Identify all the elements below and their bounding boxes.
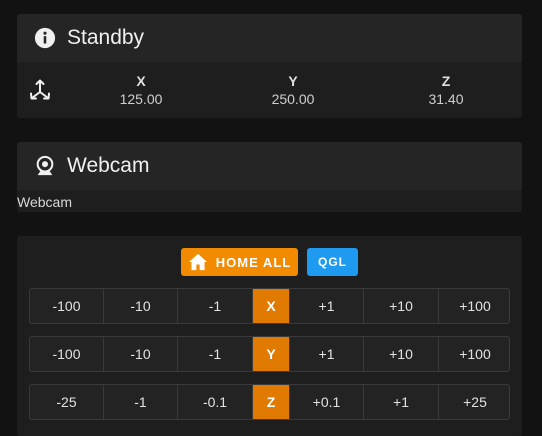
control-card: HOME ALL QGL -100 -10 -1 X +1 +10 +100 -… [17, 236, 522, 436]
z-jog-minus-25[interactable]: -25 [30, 385, 104, 419]
z-jog-row: -25 -1 -0.1 Z +0.1 +1 +25 [29, 384, 510, 420]
z-jog-minus-0-1[interactable]: -0.1 [178, 385, 253, 419]
y-axis-label: Y [253, 337, 290, 371]
x-axis-label: X [253, 289, 290, 323]
status-title: Standby [67, 26, 145, 49]
axes-icon [29, 78, 51, 102]
y-jog-minus-1[interactable]: -1 [178, 337, 253, 371]
z-jog-plus-25[interactable]: +25 [463, 394, 487, 410]
z-label: Z [441, 73, 451, 89]
x-jog-plus-10[interactable]: +10 [364, 289, 439, 323]
webcam-card: Webcam Webcam [17, 142, 522, 212]
y-label: Y [288, 73, 298, 89]
home-icon [188, 253, 207, 271]
y-jog-row: -100 -10 -1 Y +1 +10 +100 [29, 336, 510, 372]
status-header: Standby [17, 14, 522, 62]
z-jog-plus-0-1[interactable]: +0.1 [290, 385, 364, 419]
home-all-button[interactable]: HOME ALL [181, 248, 298, 276]
z-coordinate: Z 31.40 [406, 73, 486, 107]
y-jog-plus-1[interactable]: +1 [290, 337, 364, 371]
webcam-title: Webcam [67, 154, 150, 177]
status-card: Standby X 125.00 Y 250.00 Z 31.40 [17, 14, 522, 118]
z-jog-plus-1[interactable]: +1 [364, 385, 439, 419]
y-jog-plus-10[interactable]: +10 [364, 337, 439, 371]
webcam-icon [34, 155, 56, 177]
webcam-text: Webcam [17, 194, 72, 210]
y-value: 250.00 [271, 91, 315, 107]
x-jog-minus-100[interactable]: -100 [30, 289, 104, 323]
y-coordinate: Y 250.00 [253, 73, 333, 107]
z-value: 31.40 [428, 91, 464, 107]
x-jog-minus-1[interactable]: -1 [178, 289, 253, 323]
x-value: 125.00 [119, 91, 163, 107]
x-jog-plus-1[interactable]: +1 [290, 289, 364, 323]
info-icon [34, 27, 56, 49]
x-jog-plus-100[interactable]: +100 [459, 298, 491, 314]
webcam-header[interactable]: Webcam [17, 142, 522, 190]
z-jog-minus-1[interactable]: -1 [104, 385, 178, 419]
y-jog-plus-100[interactable]: +100 [459, 346, 491, 362]
z-axis-label: Z [253, 385, 290, 419]
home-all-label: HOME ALL [215, 254, 292, 270]
x-jog-minus-10[interactable]: -10 [104, 289, 178, 323]
x-label: X [136, 73, 146, 89]
y-jog-minus-100[interactable]: -100 [30, 337, 104, 371]
position-row: X 125.00 Y 250.00 Z 31.40 [17, 62, 522, 118]
y-jog-minus-10[interactable]: -10 [104, 337, 178, 371]
qgl-button[interactable]: QGL [307, 248, 358, 276]
x-jog-row: -100 -10 -1 X +1 +10 +100 [29, 288, 510, 324]
x-coordinate: X 125.00 [101, 73, 181, 107]
